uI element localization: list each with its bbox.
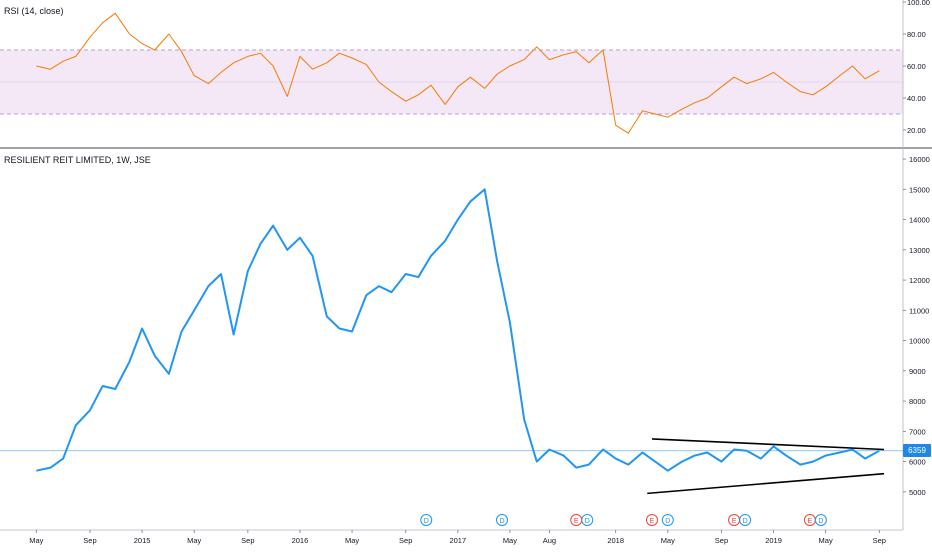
price-tick-label: 6000 <box>909 458 926 467</box>
price-tick-label: 16000 <box>909 155 930 164</box>
event-marker <box>739 514 752 526</box>
time-tick-label: 2019 <box>765 536 782 545</box>
time-tick-label: May <box>345 536 359 545</box>
rsi-tick-label: 100.00 <box>907 0 930 7</box>
price-tick-label: 8000 <box>909 397 926 406</box>
rsi-tick-label: 20.00 <box>907 126 926 135</box>
price-tick-label: 14000 <box>909 216 930 225</box>
price-tick-label: 10000 <box>909 337 930 346</box>
rsi-pane-title: RSI (14, close) <box>4 6 64 16</box>
event-marker-label: E <box>732 518 737 525</box>
rsi-line <box>36 12 880 134</box>
price-tick-label: 5000 <box>909 488 926 497</box>
event-marker-label: D <box>499 518 504 525</box>
time-tick-label: May <box>661 536 675 545</box>
event-marker-label: E <box>808 518 813 525</box>
price-line <box>36 188 880 472</box>
price-tick-label: 13000 <box>909 246 930 255</box>
price-tick-label: 11000 <box>909 306 929 315</box>
rsi-tick-label: 80.00 <box>907 30 926 39</box>
price-pane-title: RESILIENT REIT LIMITED, 1W, JSE <box>4 155 151 165</box>
event-marker-label: D <box>818 518 823 525</box>
time-tick-label: Sep <box>715 536 728 545</box>
event-marker <box>814 514 827 526</box>
event-marker-label: D <box>424 518 429 525</box>
rsi-tick-label: 40.00 <box>907 94 926 103</box>
triangle-trendline <box>647 472 885 495</box>
time-tick-label: Sep <box>873 536 886 545</box>
time-tick-label: May <box>819 536 833 545</box>
time-tick-label: 2015 <box>134 536 151 545</box>
event-marker-label: D <box>585 518 590 525</box>
triangle-trendline <box>651 438 885 451</box>
time-tick-label: May <box>187 536 201 545</box>
event-marker-label: E <box>650 518 655 525</box>
time-tick-label: May <box>503 536 517 545</box>
event-marker-label: D <box>665 518 670 525</box>
event-marker <box>420 514 433 526</box>
time-tick-label: 2016 <box>292 536 309 545</box>
time-tick-label: Aug <box>543 536 556 545</box>
time-tick-label: May <box>29 536 43 545</box>
time-tick-label: Sep <box>399 536 412 545</box>
event-marker <box>496 514 509 526</box>
price-tick-label: 12000 <box>909 276 930 285</box>
event-marker <box>661 514 674 526</box>
time-tick-label: 2018 <box>607 536 624 545</box>
price-tick-label: 7000 <box>909 427 926 436</box>
event-marker-label: D <box>743 518 748 525</box>
time-tick-label: Sep <box>83 536 96 545</box>
time-tick-label: Sep <box>241 536 254 545</box>
event-marker <box>645 514 658 526</box>
event-marker-label: E <box>574 518 579 525</box>
rsi-tick-label: 60.00 <box>907 62 926 71</box>
price-tick-label: 9000 <box>909 367 926 376</box>
last-price-badge: 6359 <box>903 444 931 458</box>
time-tick-label: 2017 <box>449 536 466 545</box>
price-tick-label: 15000 <box>909 185 930 194</box>
event-marker <box>581 514 594 526</box>
